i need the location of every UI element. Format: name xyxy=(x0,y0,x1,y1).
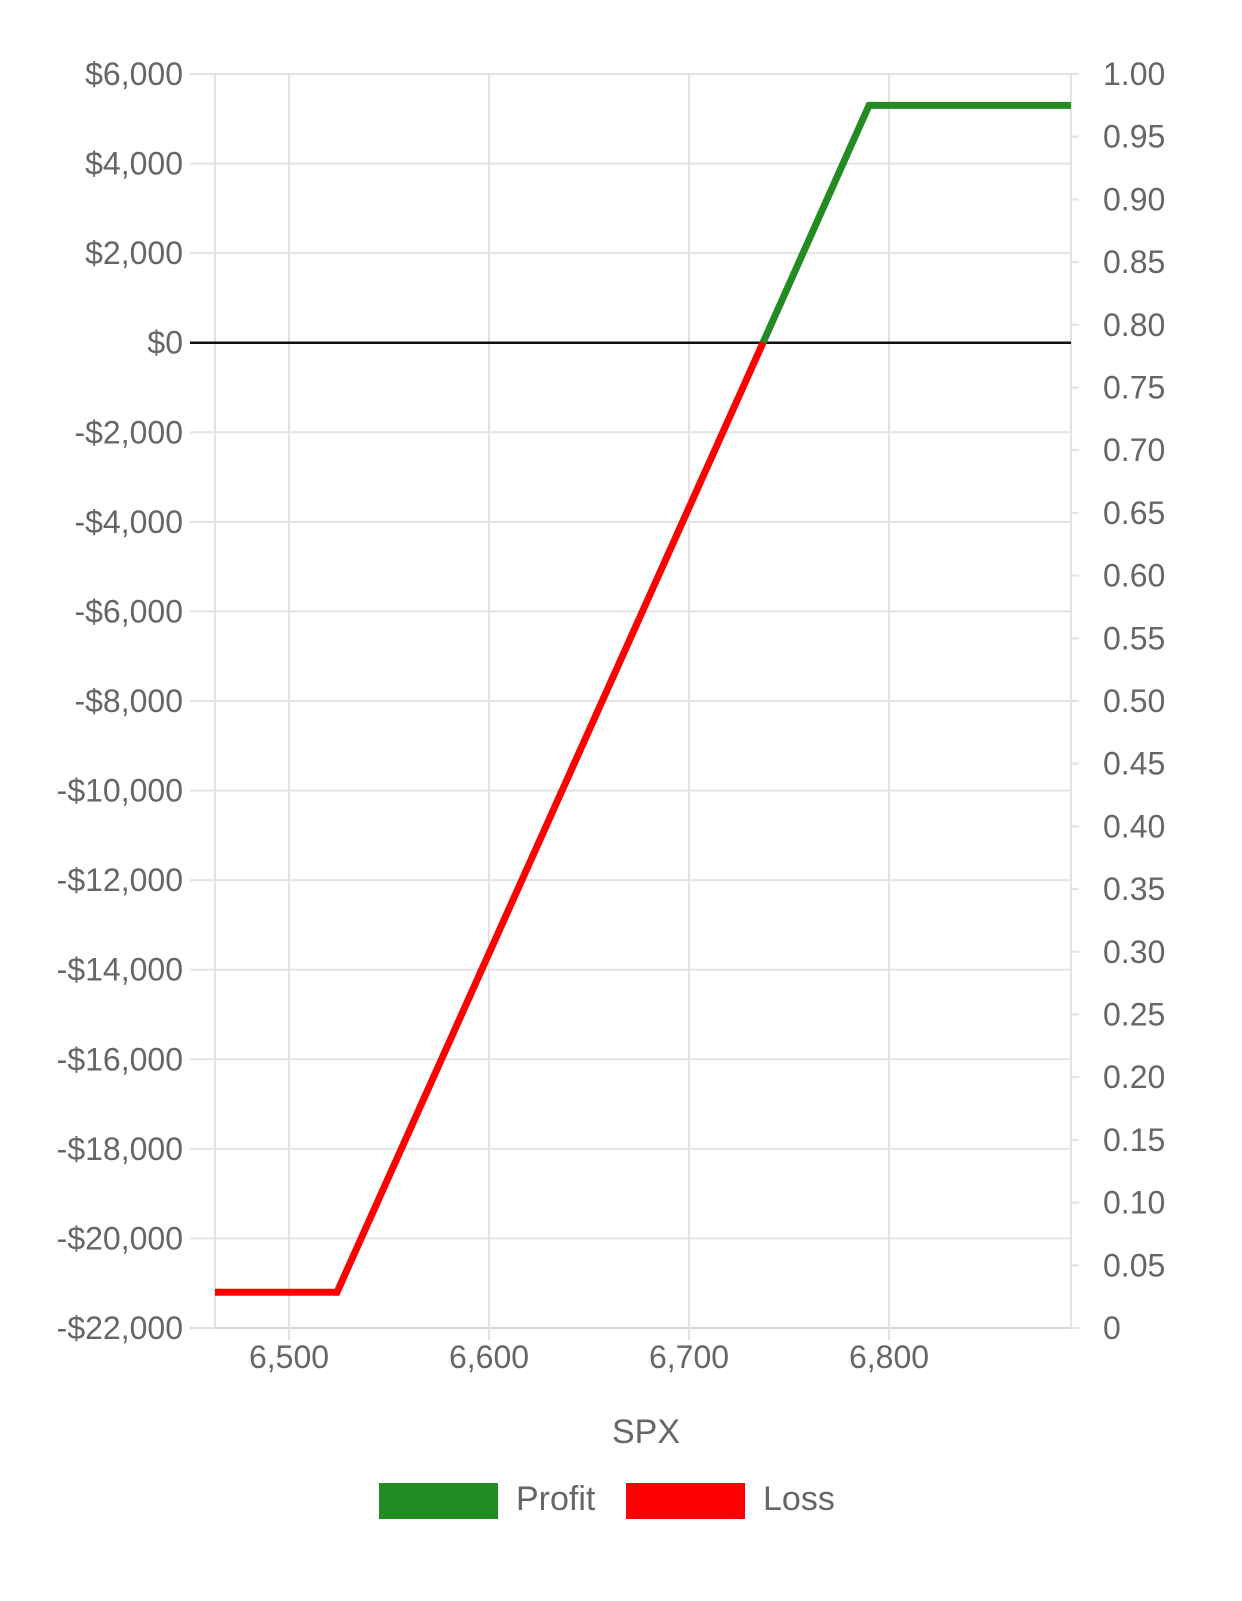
x-tick-label: 6,600 xyxy=(449,1339,529,1375)
y-left-tick-label: $4,000 xyxy=(85,146,183,182)
legend-label-loss: Loss xyxy=(763,1480,835,1518)
y-right-tick-label: 0.25 xyxy=(1103,997,1165,1033)
x-tick-label: 6,700 xyxy=(649,1339,729,1375)
series-line-profit xyxy=(759,101,1071,345)
legend-swatch-profit xyxy=(379,1483,498,1519)
y-left-tick-label: -$20,000 xyxy=(57,1220,183,1256)
y-right-tick-label: 0.95 xyxy=(1103,119,1165,155)
grid-lines xyxy=(190,73,1072,1340)
y-right-tick-label: 0.55 xyxy=(1103,620,1165,656)
tick-labels: $6,000 $4,000 $2,000 $0 -$2,000 -$4,000 -$6,00… xyxy=(57,56,1166,1375)
y-right-tick-label: 0.45 xyxy=(1103,746,1165,782)
y-left-tick-label: -$8,000 xyxy=(74,683,183,719)
y-right-tick-label: 0.85 xyxy=(1103,244,1165,280)
y-right-tick-label: 0.75 xyxy=(1103,370,1165,406)
y-left-tick-label: $2,000 xyxy=(85,235,183,271)
y-right-tick-label: 0.70 xyxy=(1103,432,1165,468)
y-right-tick-label: 0.80 xyxy=(1103,307,1165,343)
y-left-tick-label: -$6,000 xyxy=(74,593,183,629)
y-right-tick-label: 0 xyxy=(1103,1310,1121,1346)
y-right-tick-label: 0.35 xyxy=(1103,871,1165,907)
y-right-tick-label: 0.40 xyxy=(1103,808,1165,844)
y-right-tick-label: 0.15 xyxy=(1103,1122,1165,1158)
y-right-tick-label: 0.10 xyxy=(1103,1185,1165,1221)
x-axis-title: SPX xyxy=(612,1413,680,1451)
y-left-tick-label: -$14,000 xyxy=(57,952,183,988)
y-right-tick-label: 0.65 xyxy=(1103,495,1165,531)
y-right-tick-label: 0.50 xyxy=(1103,683,1165,719)
y-right-tick-label: 0.05 xyxy=(1103,1247,1165,1283)
y-left-tick-label: -$4,000 xyxy=(74,504,183,540)
axes xyxy=(190,73,1079,1329)
y-right-tick-label: 0.60 xyxy=(1103,558,1165,594)
y-right-tick-label: 0.20 xyxy=(1103,1059,1165,1095)
x-tick-label: 6,500 xyxy=(249,1339,329,1375)
series-lines xyxy=(215,101,1071,1296)
y-left-tick-label: -$22,000 xyxy=(57,1310,183,1346)
y-left-tick-label: -$18,000 xyxy=(57,1131,183,1167)
y-right-tick-label: 0.90 xyxy=(1103,181,1165,217)
y-right-tick-label: 0.30 xyxy=(1103,934,1165,970)
y-left-tick-label: -$12,000 xyxy=(57,862,183,898)
x-tick-label: 6,800 xyxy=(849,1339,929,1375)
legend: Profit Loss xyxy=(379,1480,835,1519)
series-line-loss xyxy=(215,341,767,1296)
y-left-tick-label: $6,000 xyxy=(85,56,183,92)
legend-label-profit: Profit xyxy=(516,1480,596,1518)
y-left-tick-label: $0 xyxy=(147,325,183,361)
y-right-tick-label: 1.00 xyxy=(1103,56,1165,92)
y-left-tick-label: -$2,000 xyxy=(74,414,183,450)
legend-swatch-loss xyxy=(626,1483,745,1519)
y-left-tick-label: -$10,000 xyxy=(57,773,183,809)
y-left-tick-label: -$16,000 xyxy=(57,1041,183,1077)
